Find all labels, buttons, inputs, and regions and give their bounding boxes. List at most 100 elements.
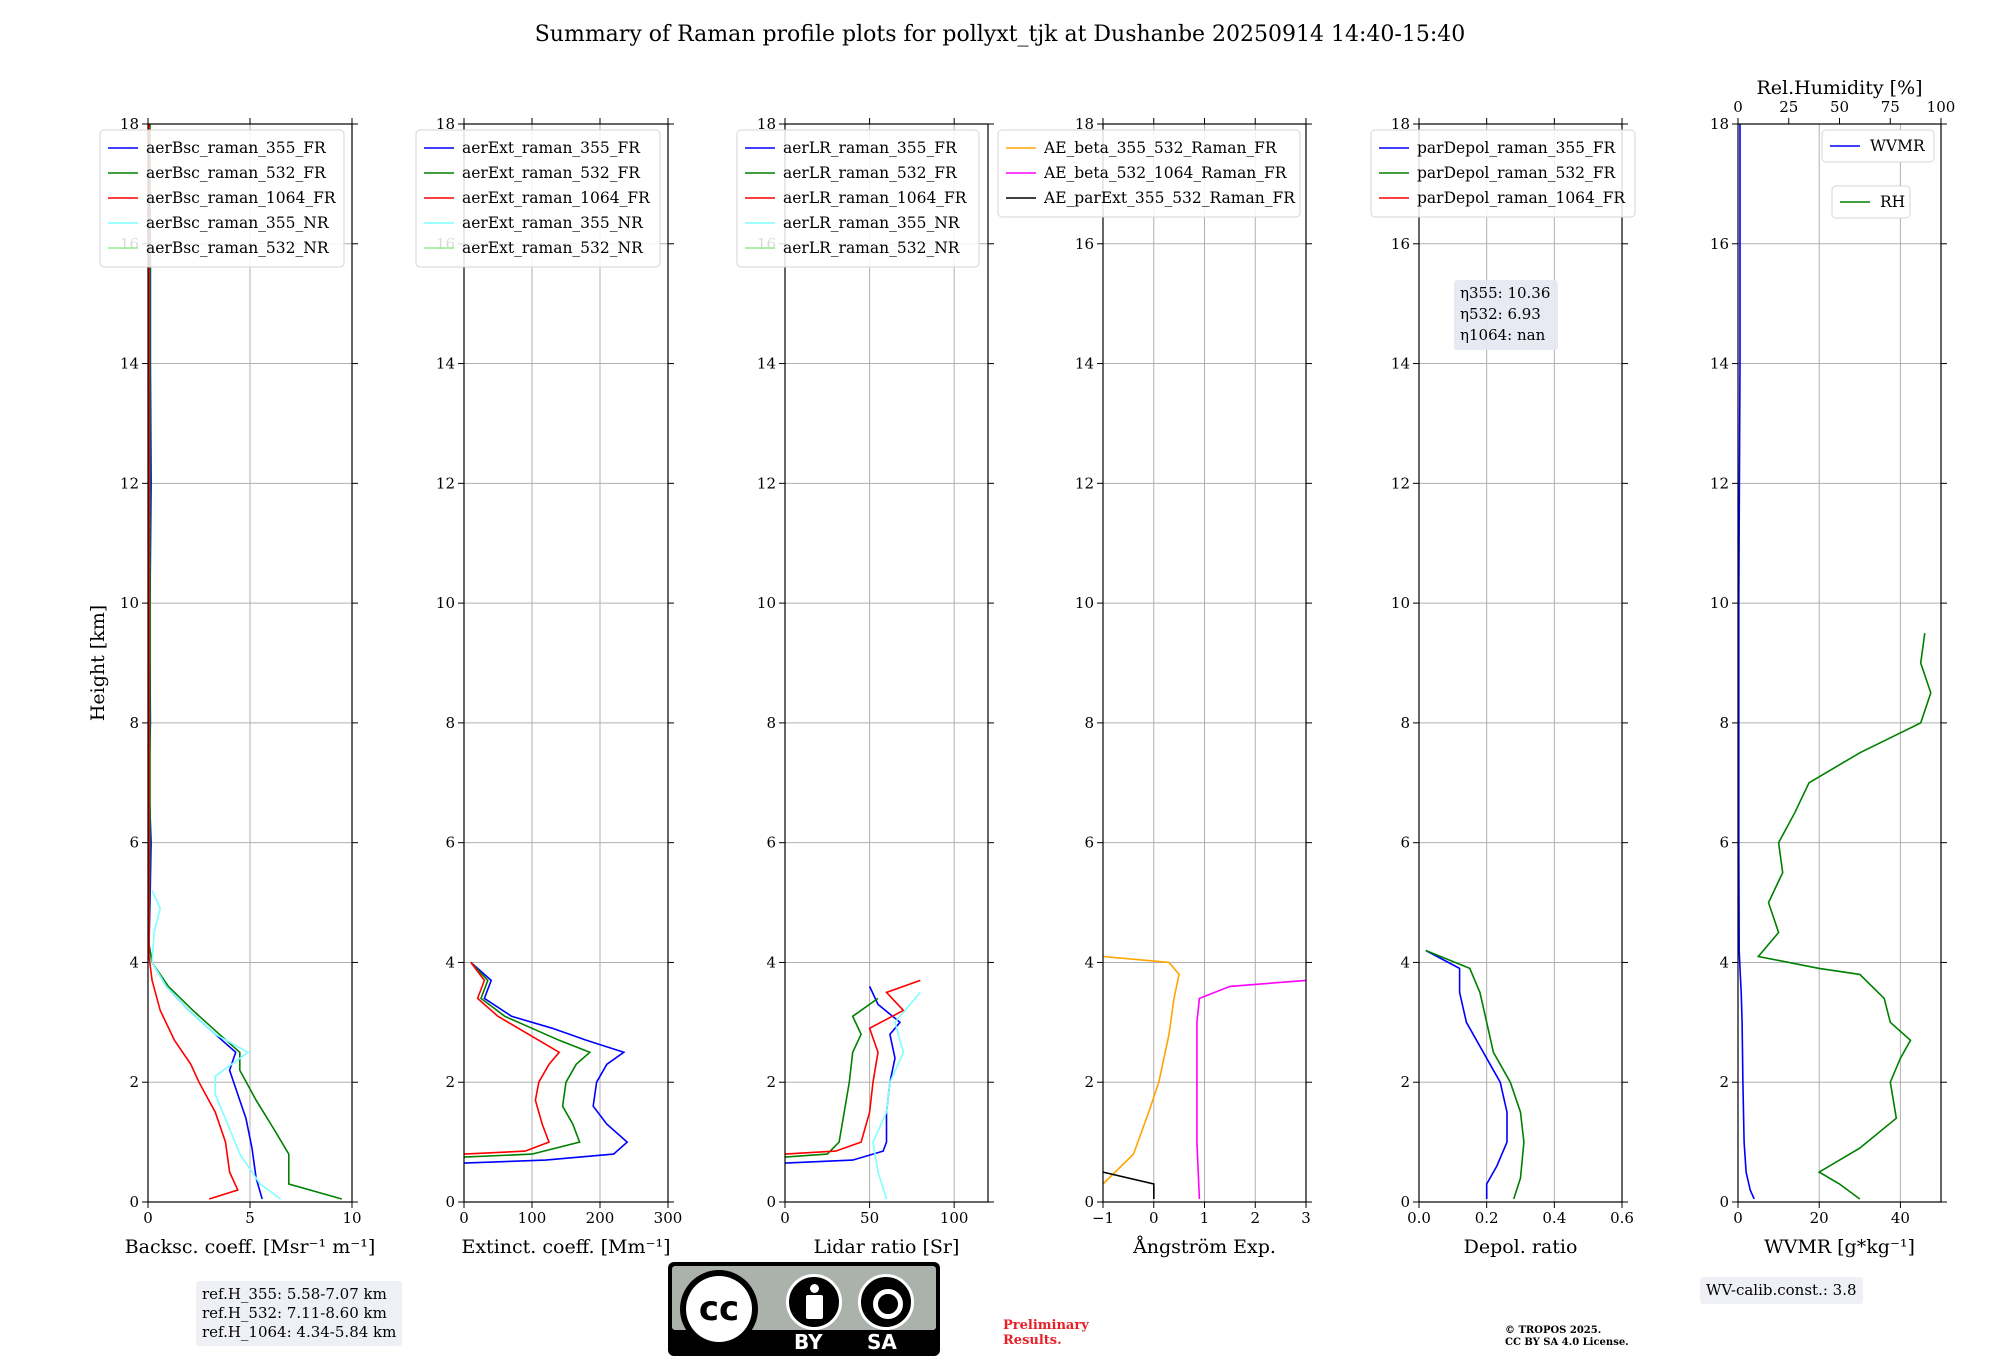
axes-frame: [1418, 123, 1623, 1203]
x-tick-label: 3: [1301, 1209, 1311, 1227]
x2-tick-label: 50: [1830, 98, 1849, 116]
y-tick-label: 0: [445, 1193, 455, 1211]
x-axis-label: Ångström Exp.: [1132, 1236, 1276, 1258]
series-line-AE_beta_532_1064_Raman_FR: [1196, 979, 1307, 1200]
y-tick-label: 14: [1075, 355, 1094, 373]
y-tick-label: 2: [1719, 1073, 1729, 1091]
series-line-parDepol_raman_532_FR: [1425, 949, 1525, 1200]
x-tick-label: 5: [245, 1209, 255, 1227]
legend: AE_beta_355_532_Raman_FR AE_beta_532_1064…: [997, 129, 1301, 218]
series-line-aerLR_raman_532_FR: [784, 997, 879, 1158]
legend-entry: aerExt_raman_355_NR: [462, 214, 644, 232]
eta-annotation-line: η355: 10.36: [1460, 284, 1550, 302]
y-tick-label: 18: [120, 115, 139, 133]
x2-axis-label: Rel.Humidity [%]: [1756, 77, 1922, 99]
series-line-AE_beta_355_532_Raman_FR: [1102, 955, 1180, 1185]
legend: aerExt_raman_355_FR aerExt_raman_532_FRae…: [415, 129, 661, 268]
y-tick-label: 6: [129, 834, 139, 852]
legend-box-wvmr: [1821, 129, 1935, 163]
x2-tick-label: 0: [1733, 98, 1743, 116]
y-tick-label: 12: [120, 474, 139, 492]
y-tick-label: 8: [129, 714, 139, 732]
legend-entry: parDepol_raman_1064_FR: [1417, 189, 1626, 207]
y-tick-label: 0: [129, 1193, 139, 1211]
y-tick-label: 10: [120, 594, 139, 612]
legend-box: [997, 129, 1301, 218]
y-tick-label: 2: [1400, 1073, 1410, 1091]
legend: parDepol_raman_355_FR parDepol_raman_532_…: [1370, 129, 1636, 218]
x-tick-label: 1: [1200, 1209, 1210, 1227]
y-tick-label: 6: [1400, 834, 1410, 852]
x2-tick-label: 75: [1881, 98, 1900, 116]
y-tick-label: 14: [1710, 355, 1729, 373]
wv-calibration-box: WV-calib.const.: 3.8: [1700, 1277, 1863, 1304]
x-tick-label: 0: [780, 1209, 790, 1227]
y-tick-label: 4: [445, 953, 455, 971]
eta-annotation-box: [1454, 280, 1558, 350]
series-line-aerLR_raman_355_FR: [784, 986, 902, 1164]
legend-box-rh: [1831, 185, 1911, 219]
y-tick-label: 16: [757, 235, 776, 253]
legend-entry: aerExt_raman_355_FR: [462, 139, 641, 157]
panel-lr: 0 2 4 6 8 10 12 14 16 18 0 50 100 Lidar ratio [Sr] aer…: [736, 115, 994, 1258]
y-tick-label: 10: [757, 594, 776, 612]
axes-frame: [1737, 123, 1942, 1203]
y-tick-label: 6: [1084, 834, 1094, 852]
y-axis-label: Height [km]: [87, 605, 109, 721]
y-tick-label: 18: [757, 115, 776, 133]
y-tick-label: 8: [1400, 714, 1410, 732]
y-tick-label: 14: [120, 355, 139, 373]
x-tick-label: 10: [342, 1209, 361, 1227]
y-tick-label: 0: [1719, 1193, 1729, 1211]
legend-entry: aerExt_raman_532_NR: [462, 239, 644, 257]
eta-annotation-line: η532: 6.93: [1460, 305, 1541, 323]
cc-by-sa-license-badge: cc BY SA: [668, 1262, 940, 1356]
figure-title: Summary of Raman profile plots for polly…: [534, 22, 1466, 47]
legend-entry: aerBsc_raman_355_FR: [146, 139, 327, 157]
y-tick-label: 16: [436, 235, 455, 253]
legend-entry: parDepol_raman_355_FR: [1417, 139, 1617, 157]
sa-label: SA: [867, 1330, 897, 1354]
y-tick-label: 2: [129, 1073, 139, 1091]
legend-entry: AE_beta_532_1064_Raman_FR: [1043, 164, 1288, 182]
copyright-line-2: CC BY SA 4.0 License.: [1505, 1337, 1629, 1348]
legend-box: [736, 129, 980, 268]
x-tick-label: 20: [1810, 1209, 1829, 1227]
x-tick-label: 0.4: [1542, 1209, 1566, 1227]
y-tick-label: 12: [1391, 474, 1410, 492]
x-axis-label: Backsc. coeff. [Msr⁻¹ m⁻¹]: [125, 1236, 376, 1258]
legend-entry: aerBsc_raman_532_NR: [146, 239, 330, 257]
x-tick-label: 50: [860, 1209, 879, 1227]
y-tick-label: 18: [436, 115, 455, 133]
x-tick-label: 0.6: [1610, 1209, 1634, 1227]
legend: WVMR RH: [1821, 129, 1935, 219]
legend-entry: aerBsc_raman_355_NR: [146, 214, 330, 232]
legend-entry: AE_beta_355_532_Raman_FR: [1043, 139, 1278, 157]
y-tick-label: 12: [757, 474, 776, 492]
legend-entry: RH: [1880, 193, 1905, 211]
y-tick-label: 8: [445, 714, 455, 732]
y-tick-label: 16: [1075, 235, 1094, 253]
series-line-RH: [1756, 632, 1932, 1200]
y-tick-label: 16: [1710, 235, 1729, 253]
y-tick-label: 6: [1719, 834, 1729, 852]
preliminary-line-1: Preliminary: [1003, 1318, 1089, 1333]
y-tick-label: 0: [1084, 1193, 1094, 1211]
legend-entry: aerLR_raman_1064_FR: [783, 189, 968, 207]
series-line-aerExt_raman_1064_FR: [463, 961, 561, 1155]
x-tick-label: 2: [1250, 1209, 1260, 1227]
y-tick-label: 6: [445, 834, 455, 852]
attribution-icon: [786, 1274, 842, 1330]
y-tick-label: 16: [120, 235, 139, 253]
series-line-aerExt_raman_355_FR: [463, 961, 629, 1164]
ref-height-532: ref.H_532: 7.11-8.60 km: [202, 1304, 387, 1322]
panel-bsc: 0 2 4 6 8 10 12 14 16 18 0 5 10 Backsc. coeff. [Msr⁻¹…: [87, 115, 375, 1258]
preliminary-results-note: Preliminary Results.: [1003, 1318, 1089, 1348]
y-tick-label: 4: [1400, 953, 1410, 971]
legend-entry: aerExt_raman_532_FR: [462, 164, 641, 182]
eta-annotation: η355: 10.36 η532: 6.93 η1064: nan: [1454, 280, 1558, 350]
series-line-aerLR_raman_355_NR: [872, 991, 921, 1200]
cc-logo-text: cc: [686, 1276, 752, 1342]
x-tick-label: 0: [143, 1209, 153, 1227]
